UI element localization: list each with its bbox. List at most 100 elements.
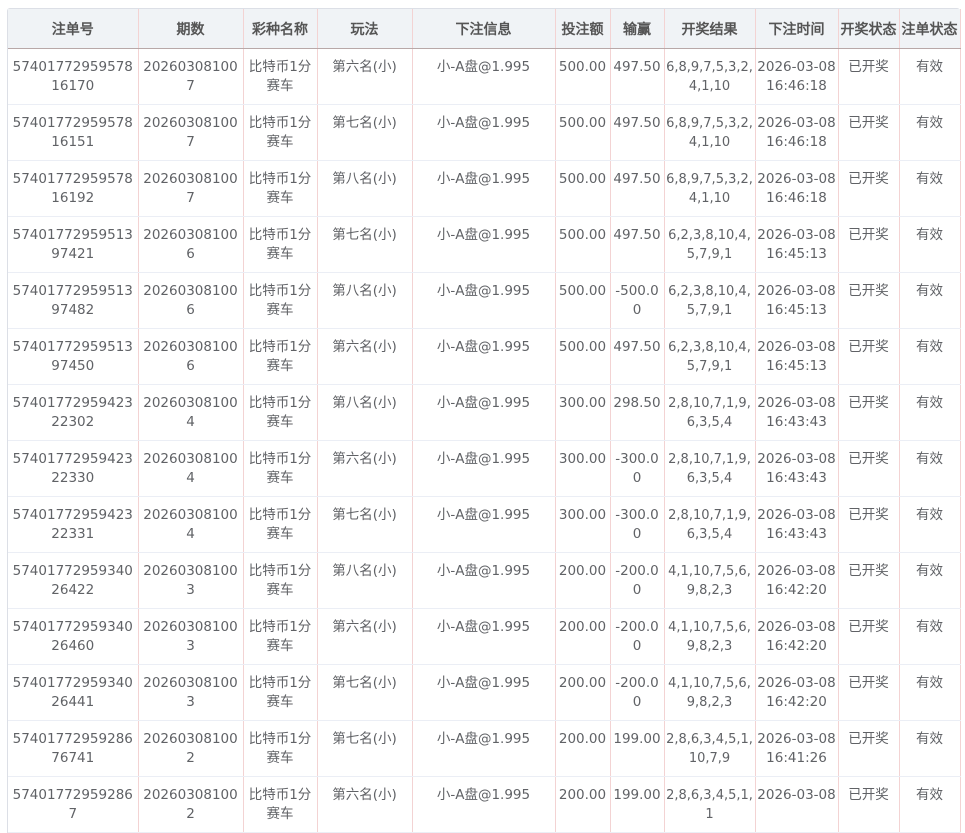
table-row[interactable]: 5740177295957816192 202603081007 比特币1分赛车 第八…: [8, 160, 961, 217]
bet-status-cell: 有效: [899, 496, 961, 553]
result-cell: 2,8,10,7,1,9,6,3,5,4: [664, 384, 756, 441]
period-cell: 202603081007: [138, 48, 244, 105]
bet-time-cell: 2026-03-08 16:43:43: [755, 384, 839, 441]
bet-status-cell: 有效: [899, 384, 961, 441]
lottery-cell: 比特币1分赛车: [243, 720, 318, 777]
play-cell: 第七名(小): [317, 216, 413, 273]
table-row[interactable]: 5740177295928676741 202603081002 比特币1分赛车 第七…: [8, 720, 961, 777]
bet-date: 2026-03-08: [757, 115, 836, 131]
draw-status-cell: 已开奖: [838, 440, 900, 497]
amount-cell: 200.00: [555, 552, 611, 609]
header-bet-time[interactable]: 下注时间: [755, 9, 839, 49]
bet-info-cell: 小-A盘@1.995: [412, 160, 556, 217]
header-lottery[interactable]: 彩种名称: [243, 9, 318, 49]
result-cell: 4,1,10,7,5,6,9,8,2,3: [664, 608, 756, 665]
play-cell: 第六名(小): [317, 776, 413, 833]
table-row[interactable]: 5740177295951397482 202603081006 比特币1分赛车 第八…: [8, 272, 961, 329]
bet-date: 2026-03-08: [757, 171, 836, 187]
header-draw-status[interactable]: 开奖状态: [838, 9, 900, 49]
result-cell: 2,8,6,3,4,5,1,10,7,9: [664, 720, 756, 777]
bet-status-cell: 有效: [899, 552, 961, 609]
bet-clock: 16:43:43: [766, 414, 827, 430]
table-row[interactable]: 574017729592867 202603081002 比特币1分赛车 第六名(小)…: [8, 776, 961, 833]
play-cell: 第八名(小): [317, 160, 413, 217]
bet-clock: 16:46:18: [766, 78, 827, 94]
amount-cell: 300.00: [555, 440, 611, 497]
win-loss-cell: 497.50: [610, 328, 665, 385]
table-row[interactable]: 5740177295951397450 202603081006 比特币1分赛车 第六…: [8, 328, 961, 385]
play-cell: 第六名(小): [317, 608, 413, 665]
period-cell: 202603081006: [138, 328, 244, 385]
play-cell: 第六名(小): [317, 48, 413, 105]
draw-status-cell: 已开奖: [838, 160, 900, 217]
draw-status-cell: 已开奖: [838, 216, 900, 273]
header-period[interactable]: 期数: [138, 9, 244, 49]
period-cell: 202603081003: [138, 552, 244, 609]
amount-cell: 500.00: [555, 272, 611, 329]
period-cell: 202603081004: [138, 496, 244, 553]
bet-time-cell: 2026-03-08 16:42:20: [755, 608, 839, 665]
table-row[interactable]: 5740177295951397421 202603081006 比特币1分赛车 第七…: [8, 216, 961, 273]
result-cell: 6,2,3,8,10,4,5,7,9,1: [664, 328, 756, 385]
header-win-loss[interactable]: 输赢: [610, 9, 665, 49]
lottery-cell: 比特币1分赛车: [243, 328, 318, 385]
table-row[interactable]: 5740177295942322331 202603081004 比特币1分赛车 第七…: [8, 496, 961, 553]
play-cell: 第六名(小): [317, 328, 413, 385]
draw-status-cell: 已开奖: [838, 384, 900, 441]
result-cell: 4,1,10,7,5,6,9,8,2,3: [664, 552, 756, 609]
period-cell: 202603081007: [138, 104, 244, 161]
lottery-cell: 比特币1分赛车: [243, 48, 318, 105]
bet-info-cell: 小-A盘@1.995: [412, 272, 556, 329]
draw-status-cell: 已开奖: [838, 104, 900, 161]
bet-status-cell: 有效: [899, 608, 961, 665]
draw-status-cell: 已开奖: [838, 496, 900, 553]
table-row[interactable]: 5740177295942322302 202603081004 比特币1分赛车 第八…: [8, 384, 961, 441]
draw-status-cell: 已开奖: [838, 608, 900, 665]
play-cell: 第七名(小): [317, 664, 413, 721]
table-row[interactable]: 5740177295957816151 202603081007 比特币1分赛车 第七…: [8, 104, 961, 161]
win-loss-cell: -200.00: [610, 664, 665, 721]
bet-clock: 16:43:43: [766, 470, 827, 486]
header-amount[interactable]: 投注额: [555, 9, 611, 49]
amount-cell: 200.00: [555, 608, 611, 665]
header-order-id[interactable]: 注单号: [8, 9, 139, 49]
table-row[interactable]: 5740177295957816170 202603081007 比特币1分赛车 第六…: [8, 48, 961, 105]
result-cell: 6,2,3,8,10,4,5,7,9,1: [664, 272, 756, 329]
win-loss-cell: 497.50: [610, 48, 665, 105]
bet-info-cell: 小-A盘@1.995: [412, 552, 556, 609]
period-cell: 202603081006: [138, 272, 244, 329]
lottery-cell: 比特币1分赛车: [243, 216, 318, 273]
table-row[interactable]: 5740177295934026422 202603081003 比特币1分赛车 第八…: [8, 552, 961, 609]
bet-clock: 16:46:18: [766, 190, 827, 206]
play-cell: 第六名(小): [317, 440, 413, 497]
bet-info-cell: 小-A盘@1.995: [412, 496, 556, 553]
table-row[interactable]: 5740177295934026441 202603081003 比特币1分赛车 第七…: [8, 664, 961, 721]
period-cell: 202603081004: [138, 384, 244, 441]
order-id-cell: 5740177295934026441: [8, 664, 139, 721]
order-id-cell: 574017729592867: [8, 776, 139, 833]
bet-time-cell: 2026-03-08 16:41:26: [755, 720, 839, 777]
bet-date: 2026-03-08: [757, 339, 836, 355]
bet-date: 2026-03-08: [757, 787, 836, 803]
bet-date: 2026-03-08: [757, 731, 836, 747]
header-bet-info[interactable]: 下注信息: [412, 9, 556, 49]
bet-date: 2026-03-08: [757, 507, 836, 523]
header-play[interactable]: 玩法: [317, 9, 413, 49]
result-cell: 6,2,3,8,10,4,5,7,9,1: [664, 216, 756, 273]
header-result[interactable]: 开奖结果: [664, 9, 756, 49]
draw-status-cell: 已开奖: [838, 720, 900, 777]
header-bet-status[interactable]: 注单状态: [899, 9, 961, 49]
table-row[interactable]: 5740177295934026460 202603081003 比特币1分赛车 第六…: [8, 608, 961, 665]
amount-cell: 500.00: [555, 216, 611, 273]
period-cell: 202603081002: [138, 720, 244, 777]
order-id-cell: 5740177295951397482: [8, 272, 139, 329]
bet-clock: 16:45:13: [766, 302, 827, 318]
period-cell: 202603081003: [138, 664, 244, 721]
bet-time-cell: 2026-03-08 16:45:13: [755, 272, 839, 329]
draw-status-cell: 已开奖: [838, 48, 900, 105]
bet-info-cell: 小-A盘@1.995: [412, 104, 556, 161]
table-row[interactable]: 5740177295942322330 202603081004 比特币1分赛车 第六…: [8, 440, 961, 497]
win-loss-cell: -500.00: [610, 272, 665, 329]
bet-info-cell: 小-A盘@1.995: [412, 664, 556, 721]
bet-info-cell: 小-A盘@1.995: [412, 440, 556, 497]
